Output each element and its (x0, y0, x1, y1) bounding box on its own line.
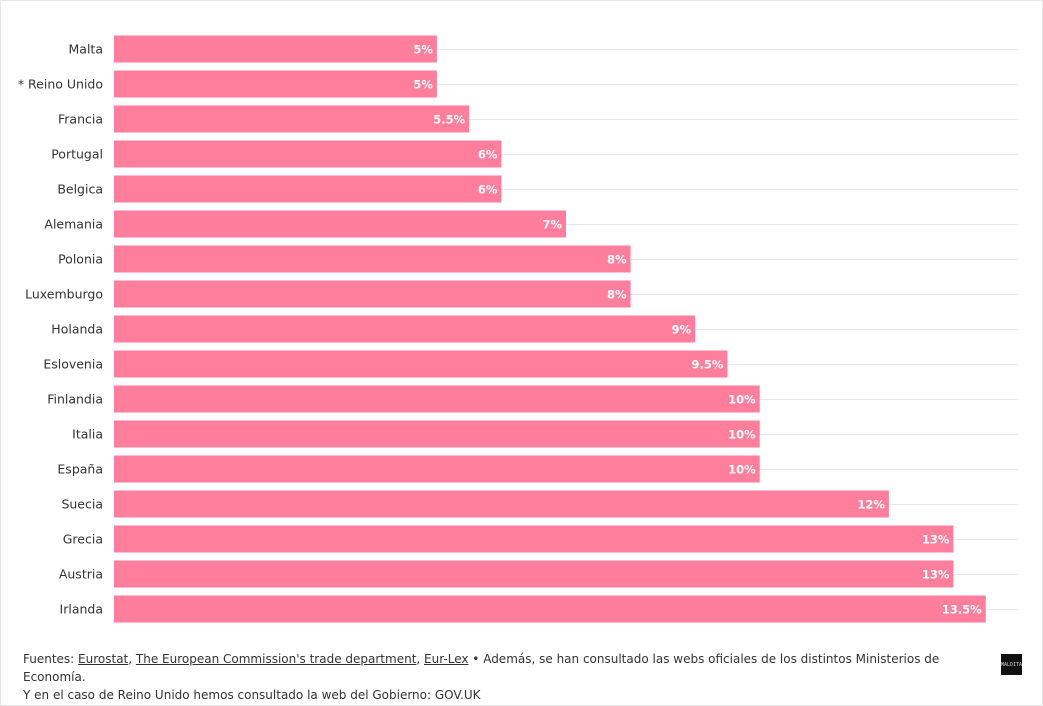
value-label: 7% (542, 218, 562, 232)
bar-chart: Malta 5% * Reino Unido 5% Francia 5.5% Portuga… (18, 35, 1018, 623)
bar-3[interactable] (114, 140, 502, 168)
category-label: Finlandia (47, 392, 103, 407)
value-label: 9.5% (692, 358, 724, 372)
bar-5[interactable] (114, 210, 566, 238)
bar-8[interactable] (114, 315, 696, 343)
category-label: * Reino Unido (18, 77, 103, 92)
value-label: 8% (607, 288, 627, 302)
sources-line-1: Fuentes: Eurostat, The European Commissi… (23, 652, 940, 684)
category-label: Belgica (57, 182, 103, 197)
category-label: Italia (72, 427, 103, 442)
value-label: 10% (728, 393, 756, 407)
bar-6[interactable] (114, 245, 631, 273)
sources-footer: Fuentes: Eurostat, The European Commissi… (23, 650, 983, 704)
bar-1[interactable] (114, 70, 437, 98)
source-link-eur-lex[interactable]: Eur-Lex (424, 652, 469, 666)
value-label: 9% (672, 323, 692, 337)
category-label: Portugal (51, 147, 103, 162)
value-label: 10% (728, 428, 756, 442)
category-label: Alemania (44, 217, 103, 232)
category-label: Malta (69, 42, 103, 57)
source-link-trade-department[interactable]: The European Commission's trade departme… (135, 652, 417, 666)
bar-16[interactable] (114, 595, 986, 623)
category-label: Francia (58, 112, 103, 127)
bar-0[interactable] (114, 35, 437, 63)
bar-9[interactable] (114, 350, 728, 378)
value-label: 5% (413, 43, 433, 57)
source-link-eurostat[interactable]: Eurostat (78, 652, 129, 666)
category-label: Suecia (61, 497, 103, 512)
category-label: Irlanda (60, 602, 103, 617)
category-label: Austria (59, 567, 103, 582)
value-label: 8% (607, 253, 627, 267)
bar-12[interactable] (114, 455, 760, 483)
bar-14[interactable] (114, 525, 954, 553)
category-label: Polonia (58, 252, 103, 267)
value-label: 13.5% (942, 603, 982, 617)
value-label: 12% (857, 498, 885, 512)
value-label: 6% (478, 183, 498, 197)
value-label: 13% (922, 533, 950, 547)
bar-15[interactable] (114, 560, 954, 588)
category-label: Luxemburgo (25, 287, 103, 302)
brand-logo: MALDITA (1001, 654, 1022, 675)
bar-2[interactable] (114, 105, 470, 133)
bar-10[interactable] (114, 385, 760, 413)
category-label: Grecia (63, 532, 103, 547)
bar-13[interactable] (114, 490, 889, 518)
bar-11[interactable] (114, 420, 760, 448)
bar-7[interactable] (114, 280, 631, 308)
category-label: España (57, 462, 103, 477)
sources-note: • Además, se han consultado las webs ofi… (23, 652, 940, 684)
category-label: Holanda (51, 322, 103, 337)
category-label: Eslovenia (43, 357, 103, 372)
value-label: 5.5% (433, 113, 465, 127)
value-label: 6% (478, 148, 498, 162)
sources-line-2: Y en el caso de Reino Unido hemos consul… (23, 688, 481, 702)
value-label: 13% (922, 568, 950, 582)
value-label: 10% (728, 463, 756, 477)
bar-4[interactable] (114, 175, 502, 203)
sources-prefix: Fuentes: (23, 652, 79, 666)
value-label: 5% (413, 78, 433, 92)
